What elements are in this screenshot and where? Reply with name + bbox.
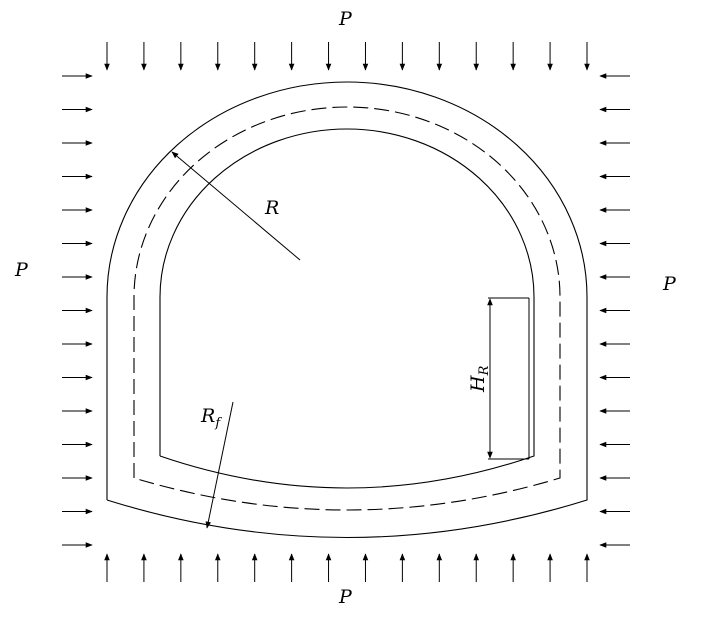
floor-radius-label-sub: f <box>214 416 222 431</box>
floor-radius-label: Rf <box>200 405 222 431</box>
left-load-arrows <box>62 73 93 548</box>
right-load-arrows <box>599 73 630 548</box>
height-label: HR <box>467 365 492 393</box>
load-label-left: P <box>14 259 29 281</box>
height-label-sub: R <box>477 365 492 376</box>
floor-radius-leader-line <box>205 401 234 529</box>
middle-lining-dashed-line <box>133 106 561 511</box>
load-label-top: P <box>338 8 353 30</box>
outer-lining-boundary <box>106 81 588 538</box>
inner-lining-boundary <box>159 128 535 489</box>
load-label-bottom: P <box>338 586 353 608</box>
load-label-right: P <box>662 273 677 295</box>
bottom-load-arrows <box>104 553 590 582</box>
height-label-base: H <box>467 375 489 393</box>
floor-radius-label-base: R <box>200 405 215 427</box>
radius-label: R <box>264 197 279 219</box>
top-load-arrows <box>104 42 590 71</box>
radius-leader-line <box>171 151 301 261</box>
